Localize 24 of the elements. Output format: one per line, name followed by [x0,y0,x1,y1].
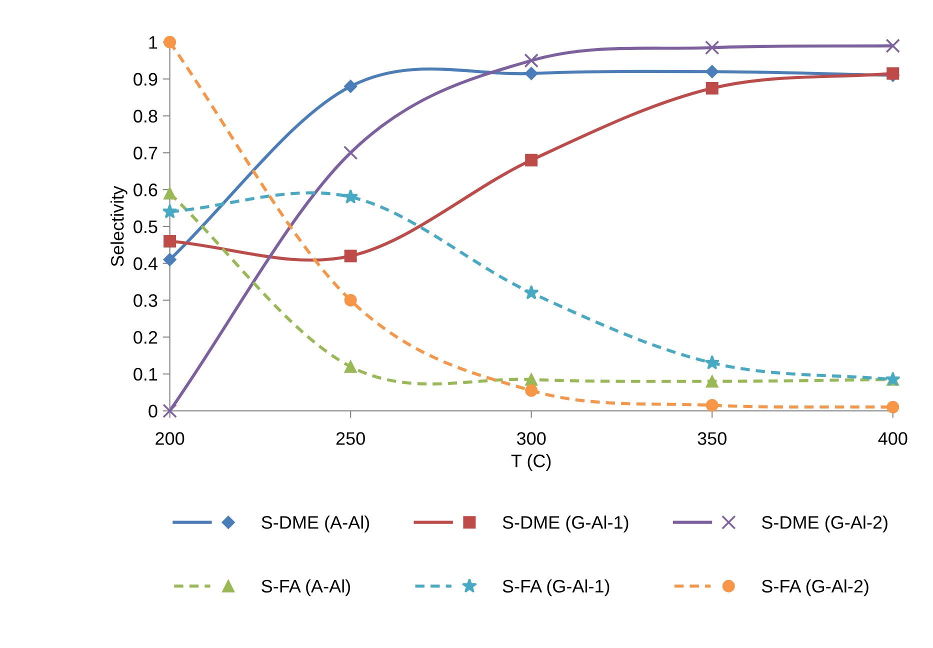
x-tick-label: 300 [516,432,546,445]
legend-label: S-DME (G-Al-2) [762,516,888,532]
legend-label: S-FA (G-Al-1) [502,579,610,596]
legend-label: S-FA (G-Al-2) [762,579,868,596]
x-tick-label: 200 [156,432,184,445]
x-axis-title: T (C) [511,454,551,471]
y-tick-label: 0 [148,404,158,418]
legend-label: S-DME (A-Al) [262,516,370,532]
y-tick-label: 0.3 [134,294,158,307]
x-tick-label: 250 [336,432,365,445]
x-tick-label: 350 [698,432,726,445]
y-tick-label: 0.7 [134,146,158,160]
y-tick-label: 0.2 [134,331,158,344]
legend-label: S-FA (A-Al) [262,579,350,596]
y-tick-label: 0.5 [134,220,158,234]
y-tick-label: 0.6 [134,184,158,196]
legend-label: S-DME (G-Al-1) [502,516,628,532]
y-axis-title: Selectivity [110,186,128,266]
y-tick-label: 1 [149,36,158,49]
y-tick-label: 0.9 [134,72,158,86]
y-tick-label: 0.4 [134,257,158,270]
x-tick-label: 400 [878,432,908,445]
y-tick-label: 0.8 [134,110,158,123]
y-tick-label: 0.1 [134,368,158,381]
